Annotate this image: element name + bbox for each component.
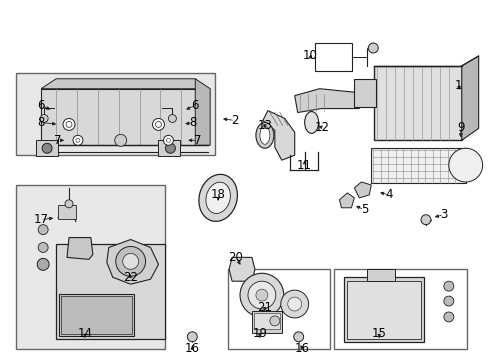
Circle shape [443,312,453,322]
Ellipse shape [304,112,318,133]
Circle shape [448,148,482,182]
Circle shape [152,118,164,130]
Circle shape [76,138,80,142]
Polygon shape [41,79,205,89]
Text: 16: 16 [184,342,200,355]
Bar [354,79,375,107]
Circle shape [37,258,49,270]
Bar [344,277,423,342]
Text: 18: 18 [210,188,225,201]
Circle shape [420,215,430,225]
Polygon shape [263,111,294,160]
Text: 22: 22 [123,271,138,284]
Polygon shape [339,193,354,208]
Circle shape [269,316,279,326]
Text: 5: 5 [360,203,367,216]
Bar [370,148,465,183]
Bar [61,296,131,334]
Bar [56,244,165,339]
Text: 20: 20 [228,251,243,264]
Circle shape [42,143,52,153]
Circle shape [115,134,126,146]
Bar [366,269,394,281]
Text: 6: 6 [191,99,199,112]
Text: 9: 9 [456,121,464,134]
Text: 16: 16 [295,342,309,355]
Circle shape [287,297,301,311]
Circle shape [280,290,308,318]
Circle shape [240,273,283,317]
Text: 7: 7 [54,134,61,147]
Ellipse shape [205,182,230,213]
Polygon shape [228,257,254,281]
Circle shape [155,121,161,127]
Bar [36,140,58,156]
Text: 14: 14 [77,327,92,340]
Text: 2: 2 [231,114,238,127]
Circle shape [116,247,145,276]
Circle shape [247,281,275,309]
Text: 7: 7 [193,134,201,147]
Circle shape [255,289,267,301]
Bar [346,281,420,339]
Polygon shape [195,79,210,145]
Text: 12: 12 [314,121,329,134]
Text: 4: 4 [385,188,392,201]
Bar [314,43,352,71]
Text: 13: 13 [257,119,272,132]
Text: 6: 6 [38,99,45,112]
Ellipse shape [255,122,273,148]
Polygon shape [41,89,205,145]
Circle shape [367,43,377,53]
Bar [59,294,133,336]
Circle shape [293,332,303,342]
Circle shape [168,114,176,122]
Circle shape [73,135,83,145]
Polygon shape [354,182,370,198]
Bar [158,140,180,156]
Polygon shape [67,238,93,260]
Circle shape [187,332,197,342]
Circle shape [165,143,175,153]
Bar [373,66,461,140]
Text: 11: 11 [297,159,311,172]
Text: 8: 8 [38,116,45,129]
Circle shape [38,225,48,235]
Circle shape [66,121,72,127]
Circle shape [443,281,453,291]
Bar [16,73,215,155]
Circle shape [63,118,75,130]
Polygon shape [294,89,359,113]
Text: 8: 8 [189,116,197,129]
Polygon shape [461,56,478,140]
Bar [253,313,279,329]
Circle shape [166,138,170,142]
Circle shape [443,296,453,306]
Circle shape [122,253,138,269]
Text: 15: 15 [371,327,386,340]
Polygon shape [106,239,158,284]
Circle shape [65,200,73,208]
Bar [251,311,281,333]
Circle shape [40,114,48,122]
Circle shape [38,243,48,252]
Bar [227,269,329,349]
Circle shape [163,135,173,145]
Text: 10: 10 [302,49,316,63]
Bar [58,205,76,219]
Bar [16,185,165,349]
Text: 21: 21 [257,301,272,314]
Text: 17: 17 [34,213,49,226]
Ellipse shape [199,174,237,221]
Ellipse shape [260,126,269,144]
Text: 19: 19 [252,327,267,340]
Text: 3: 3 [439,208,447,221]
Text: 1: 1 [454,79,462,92]
Bar [334,269,466,349]
